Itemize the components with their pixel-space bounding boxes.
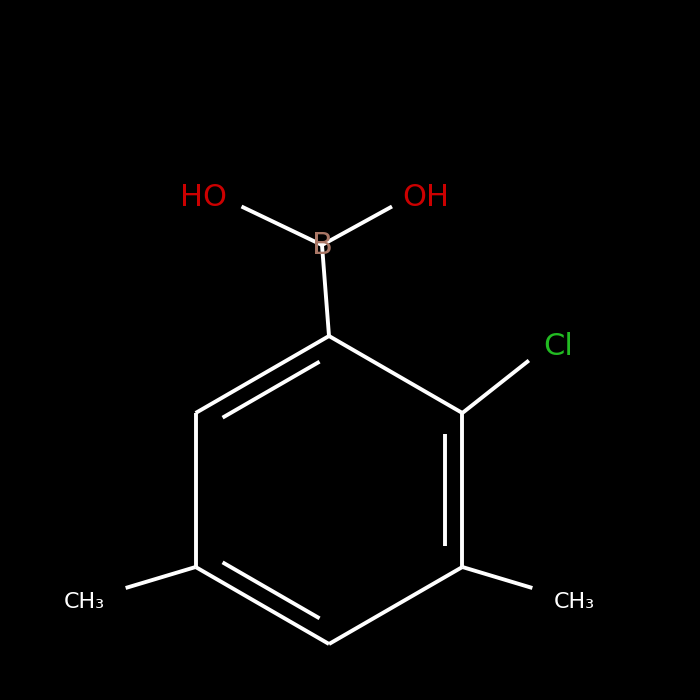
Text: HO: HO [181, 183, 228, 212]
Text: Cl: Cl [543, 332, 573, 361]
Text: OH: OH [402, 183, 449, 212]
Text: B: B [312, 230, 332, 260]
Text: CH₃: CH₃ [554, 592, 594, 612]
Text: CH₃: CH₃ [64, 592, 104, 612]
